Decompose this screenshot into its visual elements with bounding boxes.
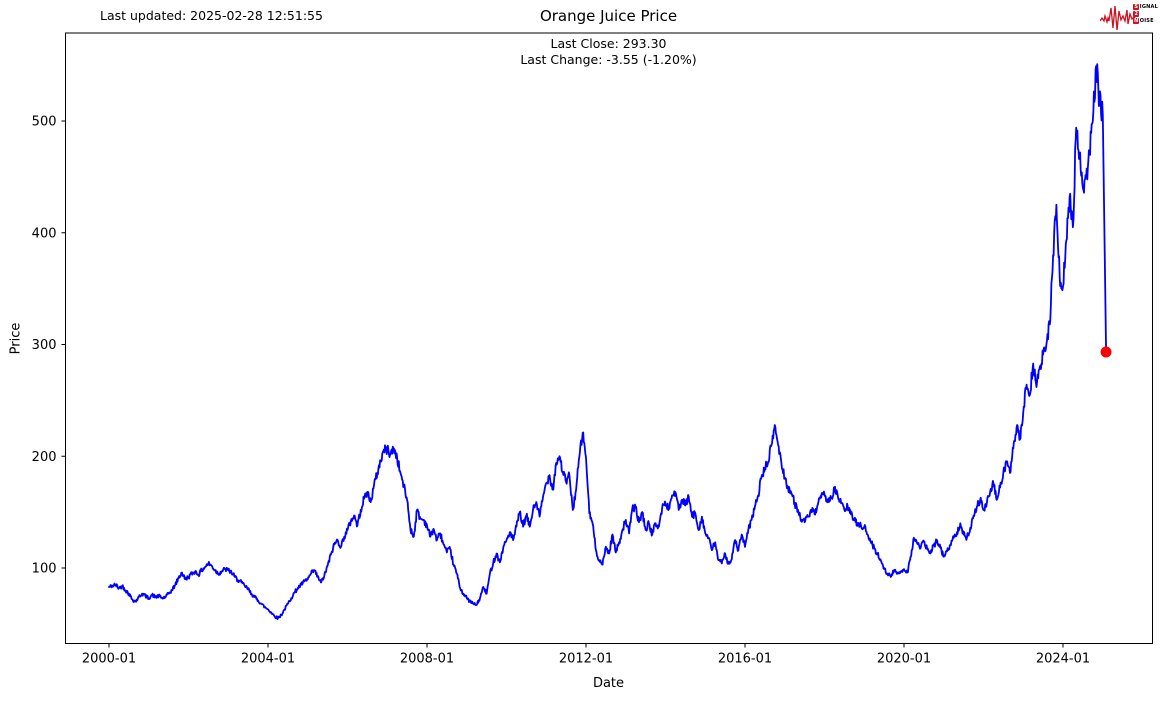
x-tick-label: 2012-01 — [559, 652, 613, 667]
last-price-marker — [1100, 346, 1112, 358]
logo-row: 2 — [1133, 11, 1140, 17]
y-tick-label: 300 — [32, 338, 57, 353]
chart-title: Orange Juice Price — [539, 7, 678, 25]
y-tick-label: 400 — [32, 226, 57, 241]
x-tick-label: 2016-01 — [718, 652, 772, 667]
logo-row: S IGNAL — [1133, 4, 1158, 10]
logo-text: S IGNAL 2 N OISE — [1133, 4, 1158, 25]
logo-row: N OISE — [1133, 18, 1154, 24]
price-line — [108, 63, 1107, 620]
signal2noise-logo: S IGNAL 2 N OISE — [1100, 2, 1158, 32]
axes-box — [65, 32, 1153, 644]
y-tick-label: 500 — [32, 115, 57, 130]
subtitle-last-change: Last Change: -3.55 (-1.20%) — [520, 52, 697, 67]
y-axis-label: Price — [8, 322, 24, 355]
x-tick-label: 2020-01 — [877, 652, 931, 667]
subtitle-last-close: Last Close: 293.30 — [550, 36, 667, 51]
x-tick-label: 2004-01 — [241, 652, 295, 667]
y-tick-label: 100 — [32, 562, 57, 577]
x-axis-label: Date — [592, 676, 625, 691]
ecg-waveform-icon — [1100, 5, 1138, 31]
last-updated-text: Last updated: 2025-02-28 12:51:55 — [100, 8, 323, 23]
x-tick-label: 2024-01 — [1036, 652, 1090, 667]
x-tick-label: 2000-01 — [82, 652, 136, 667]
y-tick-label: 200 — [32, 450, 57, 465]
x-tick-label: 2008-01 — [400, 652, 454, 667]
